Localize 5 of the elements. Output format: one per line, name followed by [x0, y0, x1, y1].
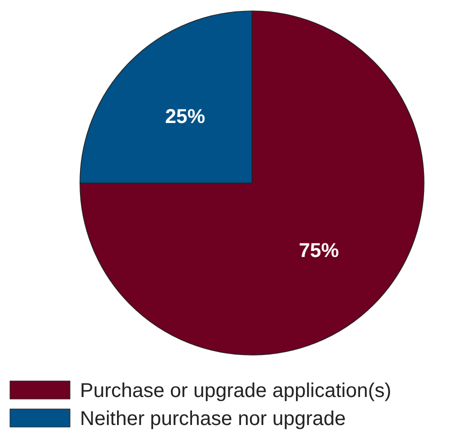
legend-label: Purchase or upgrade application(s)	[80, 380, 392, 402]
legend-label: Neither purchase nor upgrade	[80, 408, 346, 430]
data-label: 75%	[298, 240, 340, 262]
pie-slice	[80, 10, 424, 356]
data-label: 25%	[165, 106, 206, 128]
